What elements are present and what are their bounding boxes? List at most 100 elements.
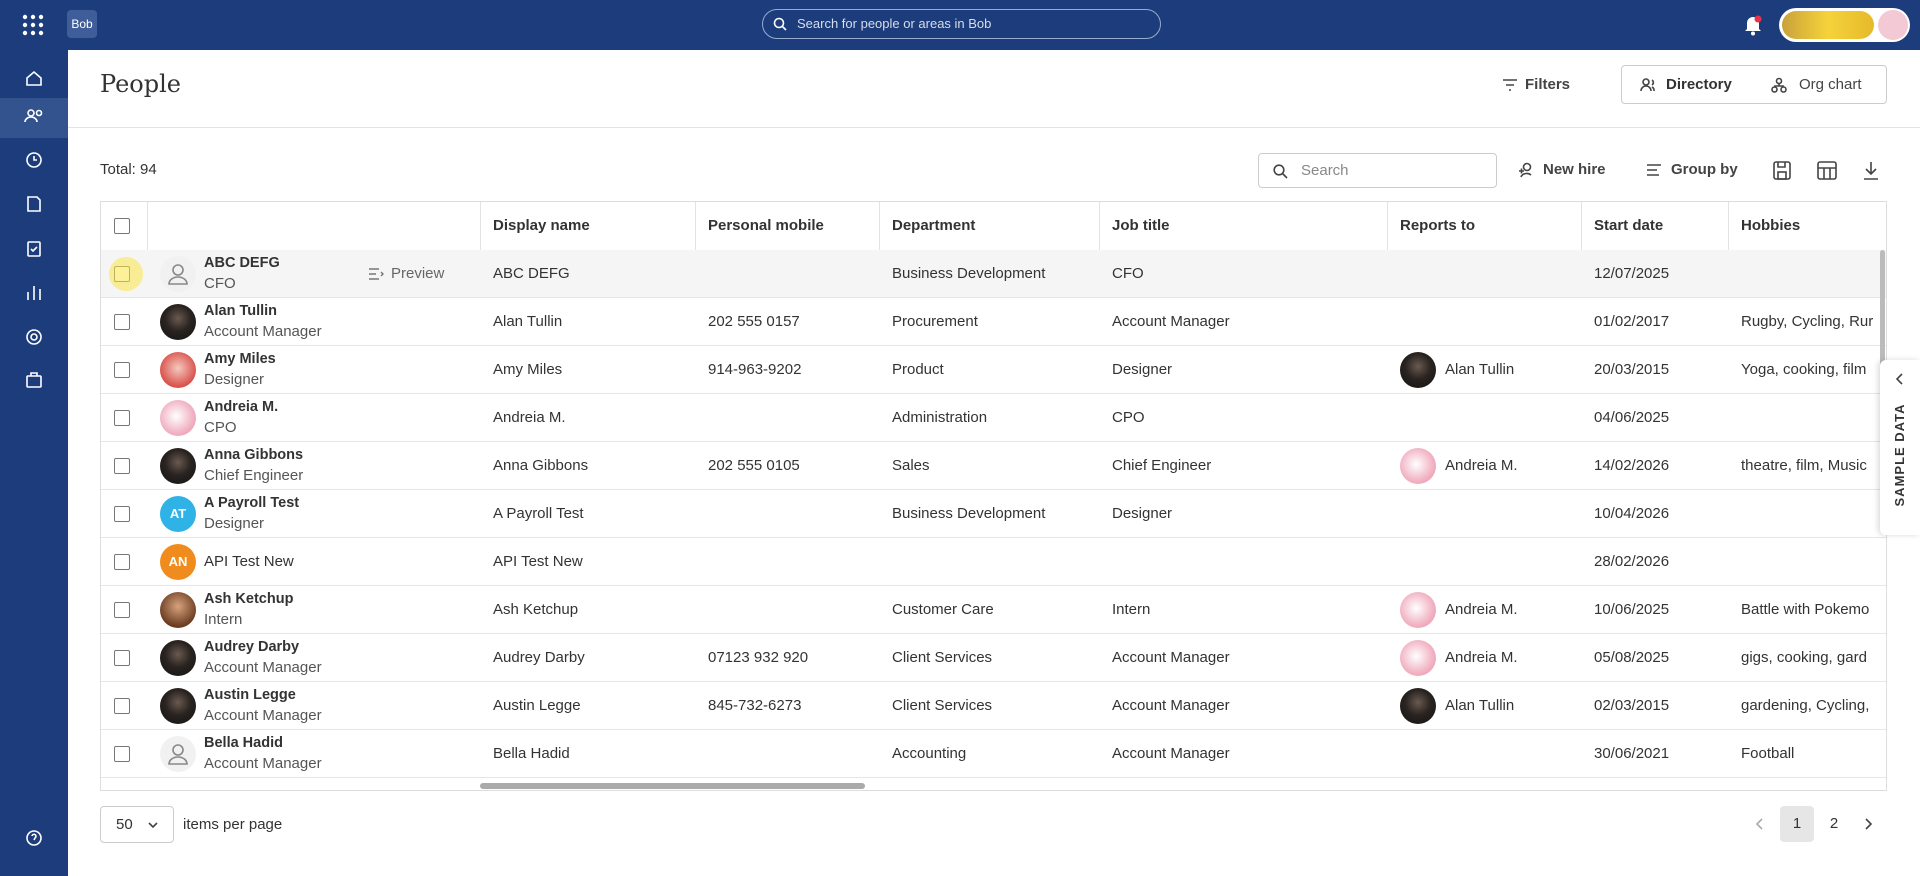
- job-title: Account Manager: [1112, 313, 1230, 330]
- row-checkbox[interactable]: [114, 314, 130, 330]
- person-name[interactable]: Amy Miles: [204, 351, 276, 367]
- table-row[interactable]: Austin Legge Account Manager Austin Legge 8…: [101, 682, 1886, 730]
- table-row[interactable]: Alan Tullin Account Manager Alan Tullin 202…: [101, 298, 1886, 346]
- avatar: [1400, 592, 1436, 628]
- logo[interactable]: Bob: [67, 10, 97, 38]
- avatar: [1400, 640, 1436, 676]
- person-name[interactable]: Bella Hadid: [204, 735, 283, 751]
- person-name[interactable]: Ash Ketchup: [204, 591, 294, 607]
- avatar-initials: AN: [168, 554, 188, 569]
- table-row[interactable]: Ash Ketchup Intern Ash Ketchup Customer Car…: [101, 586, 1886, 634]
- page-button[interactable]: 1: [1780, 806, 1814, 842]
- horizontal-scrollbar[interactable]: [480, 783, 865, 789]
- job-title: Designer: [1112, 361, 1173, 378]
- table-row[interactable]: Anna Gibbons Chief Engineer Anna Gibbons 20…: [101, 442, 1886, 490]
- column-header[interactable]: Display name: [493, 217, 590, 234]
- display-name: Amy Miles: [493, 361, 563, 378]
- display-name: API Test New: [493, 553, 583, 570]
- job-title: CPO: [1112, 409, 1145, 426]
- department: Procurement: [892, 313, 978, 330]
- start-date: 14/02/2026: [1594, 457, 1670, 474]
- select-all-checkbox[interactable]: [114, 218, 130, 234]
- column-divider: [147, 202, 148, 250]
- filters-button[interactable]: Filters: [1525, 76, 1571, 93]
- group-by-button[interactable]: Group by: [1671, 161, 1738, 178]
- person-name[interactable]: Alan Tullin: [204, 303, 278, 319]
- user-pill[interactable]: [1779, 8, 1910, 42]
- person-name[interactable]: ABC DEFG: [204, 255, 280, 271]
- person-role: Chief Engineer: [204, 467, 304, 484]
- reports-to[interactable]: Alan Tullin: [1445, 697, 1515, 714]
- table-row[interactable]: Audrey Darby Account Manager Audrey Darby 0…: [101, 634, 1886, 682]
- row-checkbox[interactable]: [114, 506, 130, 522]
- preview-label: Preview: [391, 265, 445, 282]
- row-checkbox[interactable]: [114, 410, 130, 426]
- start-date: 30/06/2021: [1594, 745, 1670, 762]
- nav-icons[interactable]: [0, 50, 68, 876]
- avatar: [160, 448, 196, 484]
- department: Accounting: [892, 745, 967, 762]
- column-header[interactable]: Job title: [1112, 217, 1170, 234]
- toolbar-icons[interactable]: [1772, 160, 1892, 182]
- person-name[interactable]: Austin Legge: [204, 687, 296, 703]
- job-title: Account Manager: [1112, 697, 1230, 714]
- row-checkbox[interactable]: [114, 698, 130, 714]
- org-chart-tab[interactable]: Org chart: [1799, 76, 1862, 93]
- mobile: 07123 932 920: [708, 649, 809, 666]
- column-header[interactable]: Personal mobile: [708, 217, 824, 234]
- start-date: 02/03/2015: [1594, 697, 1670, 714]
- person-role: Account Manager: [204, 323, 322, 340]
- person-name[interactable]: A Payroll Test: [204, 495, 300, 511]
- apps-icon[interactable]: [22, 14, 44, 36]
- column-header[interactable]: Hobbies: [1741, 217, 1801, 234]
- job-title: Designer: [1112, 505, 1173, 522]
- column-divider: [480, 202, 481, 250]
- vertical-scrollbar[interactable]: [1880, 250, 1885, 410]
- collapse-icon: [1895, 373, 1903, 385]
- avatar-initials: AT: [169, 506, 187, 521]
- column-header[interactable]: Department: [892, 217, 976, 234]
- person-role: Designer: [204, 515, 265, 532]
- person-name[interactable]: Anna Gibbons: [204, 447, 304, 463]
- page-button[interactable]: 2: [1829, 815, 1839, 832]
- reports-to[interactable]: Andreia M.: [1445, 601, 1518, 618]
- reports-to[interactable]: Andreia M.: [1445, 649, 1518, 666]
- column-header[interactable]: Start date: [1594, 217, 1664, 234]
- person-name[interactable]: API Test New: [204, 553, 294, 570]
- person-name[interactable]: Andreia M.: [204, 399, 279, 415]
- avatar: [160, 688, 196, 724]
- display-name: Ash Ketchup: [493, 601, 579, 618]
- global-search[interactable]: Search for people or areas in Bob: [762, 9, 1161, 39]
- hobbies: gardening, Cycling,: [1741, 697, 1870, 714]
- table-row[interactable]: Bella Hadid Account Manager Bella Hadid Acc…: [101, 730, 1886, 778]
- row-checkbox[interactable]: [114, 554, 130, 570]
- row-checkbox[interactable]: [114, 458, 130, 474]
- reports-to[interactable]: Andreia M.: [1445, 457, 1518, 474]
- placeholder-icon: [168, 264, 188, 285]
- table-search[interactable]: Search: [1258, 153, 1497, 188]
- table-row[interactable]: Andreia M. CPO Andreia M. Administration CPO…: [101, 394, 1886, 442]
- next-page[interactable]: [1863, 817, 1875, 831]
- total-count: Total: 94: [100, 161, 157, 178]
- page-size-select[interactable]: 50: [100, 806, 174, 843]
- row-checkbox[interactable]: [114, 746, 130, 762]
- new-hire-button[interactable]: New hire: [1543, 161, 1606, 178]
- table-row[interactable]: AT A Payroll Test Designer A Payroll Test Bu…: [101, 490, 1886, 538]
- column-header[interactable]: Reports to: [1400, 217, 1475, 234]
- notifications[interactable]: [1743, 14, 1763, 36]
- side-tab[interactable]: SAMPLE DATA: [1880, 360, 1920, 535]
- prev-page[interactable]: [1754, 817, 1766, 831]
- row-checkbox[interactable]: [114, 602, 130, 618]
- person-name[interactable]: Audrey Darby: [204, 639, 300, 655]
- table-row[interactable]: ABC DEFG CFO Preview ABC DEFG Business Devel…: [101, 250, 1886, 298]
- directory-tab[interactable]: Directory: [1666, 76, 1732, 93]
- table-row[interactable]: Amy Miles Designer Amy Miles 914-963-9202 Pr…: [101, 346, 1886, 394]
- reports-to[interactable]: Alan Tullin: [1445, 361, 1515, 378]
- row-checkbox[interactable]: [114, 650, 130, 666]
- row-checkbox[interactable]: [114, 362, 130, 378]
- preview-button[interactable]: Preview: [366, 262, 476, 286]
- table-row[interactable]: AN API Test New API Test New 28/02/2026: [101, 538, 1886, 586]
- department: Sales: [892, 457, 930, 474]
